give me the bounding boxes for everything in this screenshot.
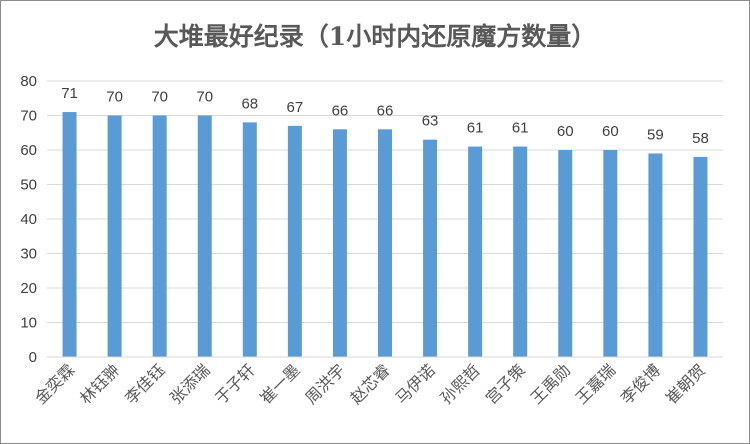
bar-6 — [332, 129, 347, 357]
x-tick-label-12: 王嘉瑞 — [572, 360, 619, 407]
x-tick-label-13: 李俊博 — [617, 360, 664, 407]
x-tick-label-0: 金奕霖 — [31, 360, 78, 407]
data-label-14: 58 — [692, 130, 709, 147]
y-tick-label: 60 — [20, 142, 37, 159]
y-tick-label: 40 — [20, 211, 37, 228]
x-tick-label-4: 于子轩 — [211, 360, 258, 407]
y-tick-label: 70 — [20, 108, 37, 125]
bar-12 — [603, 150, 618, 357]
y-tick-label: 10 — [20, 315, 37, 332]
x-tick-label-2: 李佳钰 — [121, 360, 168, 407]
bar-13 — [648, 153, 663, 357]
bar-1 — [107, 115, 122, 357]
x-axis-category-labels: 金奕霖林钰翀李佳钰张添瑞于子轩崔一墨周洪宇赵芯睿马伊诺孙熙哲宫子策王禹勋王嘉瑞李… — [31, 360, 709, 407]
bar-14 — [693, 156, 708, 357]
bar-3 — [197, 115, 212, 357]
data-label-3: 70 — [196, 89, 213, 106]
bar-10 — [513, 146, 528, 357]
bar-4 — [242, 122, 257, 358]
x-tick-label-6: 周洪宇 — [301, 360, 348, 407]
y-tick-label: 20 — [20, 280, 37, 297]
data-label-1: 70 — [106, 89, 123, 106]
data-label-5: 67 — [287, 99, 304, 116]
y-tick-label: 80 — [20, 73, 37, 90]
data-label-13: 59 — [647, 126, 664, 143]
x-tick-label-11: 王禹勋 — [527, 360, 574, 407]
data-label-11: 60 — [557, 123, 574, 140]
bar-11 — [558, 150, 573, 357]
y-tick-label: 0 — [29, 349, 37, 366]
bar-7 — [378, 129, 392, 357]
bars — [62, 112, 708, 358]
x-tick-label-3: 张添瑞 — [166, 360, 213, 407]
bar-9 — [468, 146, 483, 357]
data-labels: 71 70 70 70 68 67 66 66 63 61 61 60 60 59 58 — [61, 85, 709, 147]
bar-0 — [62, 112, 77, 357]
data-label-0: 71 — [61, 85, 78, 102]
data-label-6: 66 — [332, 102, 349, 119]
data-label-2: 70 — [151, 89, 168, 106]
data-label-8: 63 — [422, 113, 439, 130]
x-tick-label-1: 林钰翀 — [76, 360, 123, 407]
x-tick-label-5: 崔一墨 — [256, 360, 303, 407]
data-label-10: 61 — [512, 120, 529, 137]
x-tick-label-7: 赵芯睿 — [346, 360, 393, 407]
y-axis-ticks: 0 10 20 30 40 50 60 70 80 — [20, 73, 37, 366]
x-tick-label-14: 崔朝贺 — [662, 360, 709, 407]
data-label-9: 61 — [467, 120, 484, 137]
bar-2 — [152, 115, 167, 357]
x-tick-label-9: 孙熙哲 — [437, 360, 484, 407]
x-tick-label-10: 宫子策 — [482, 360, 529, 407]
data-label-7: 66 — [377, 102, 394, 119]
data-label-12: 60 — [602, 123, 619, 140]
bar-5 — [287, 125, 302, 357]
x-tick-label-8: 马伊诺 — [392, 360, 439, 407]
bar-8 — [423, 139, 438, 357]
y-tick-label: 30 — [20, 246, 37, 263]
y-tick-label: 50 — [20, 177, 37, 194]
chart-title: 大堆最好纪录（1小时内还原魔方数量） — [154, 22, 596, 51]
data-label-4: 68 — [241, 95, 258, 112]
